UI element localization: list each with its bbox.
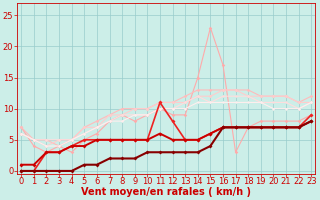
X-axis label: Vent moyen/en rafales ( km/h ): Vent moyen/en rafales ( km/h ) — [81, 187, 251, 197]
